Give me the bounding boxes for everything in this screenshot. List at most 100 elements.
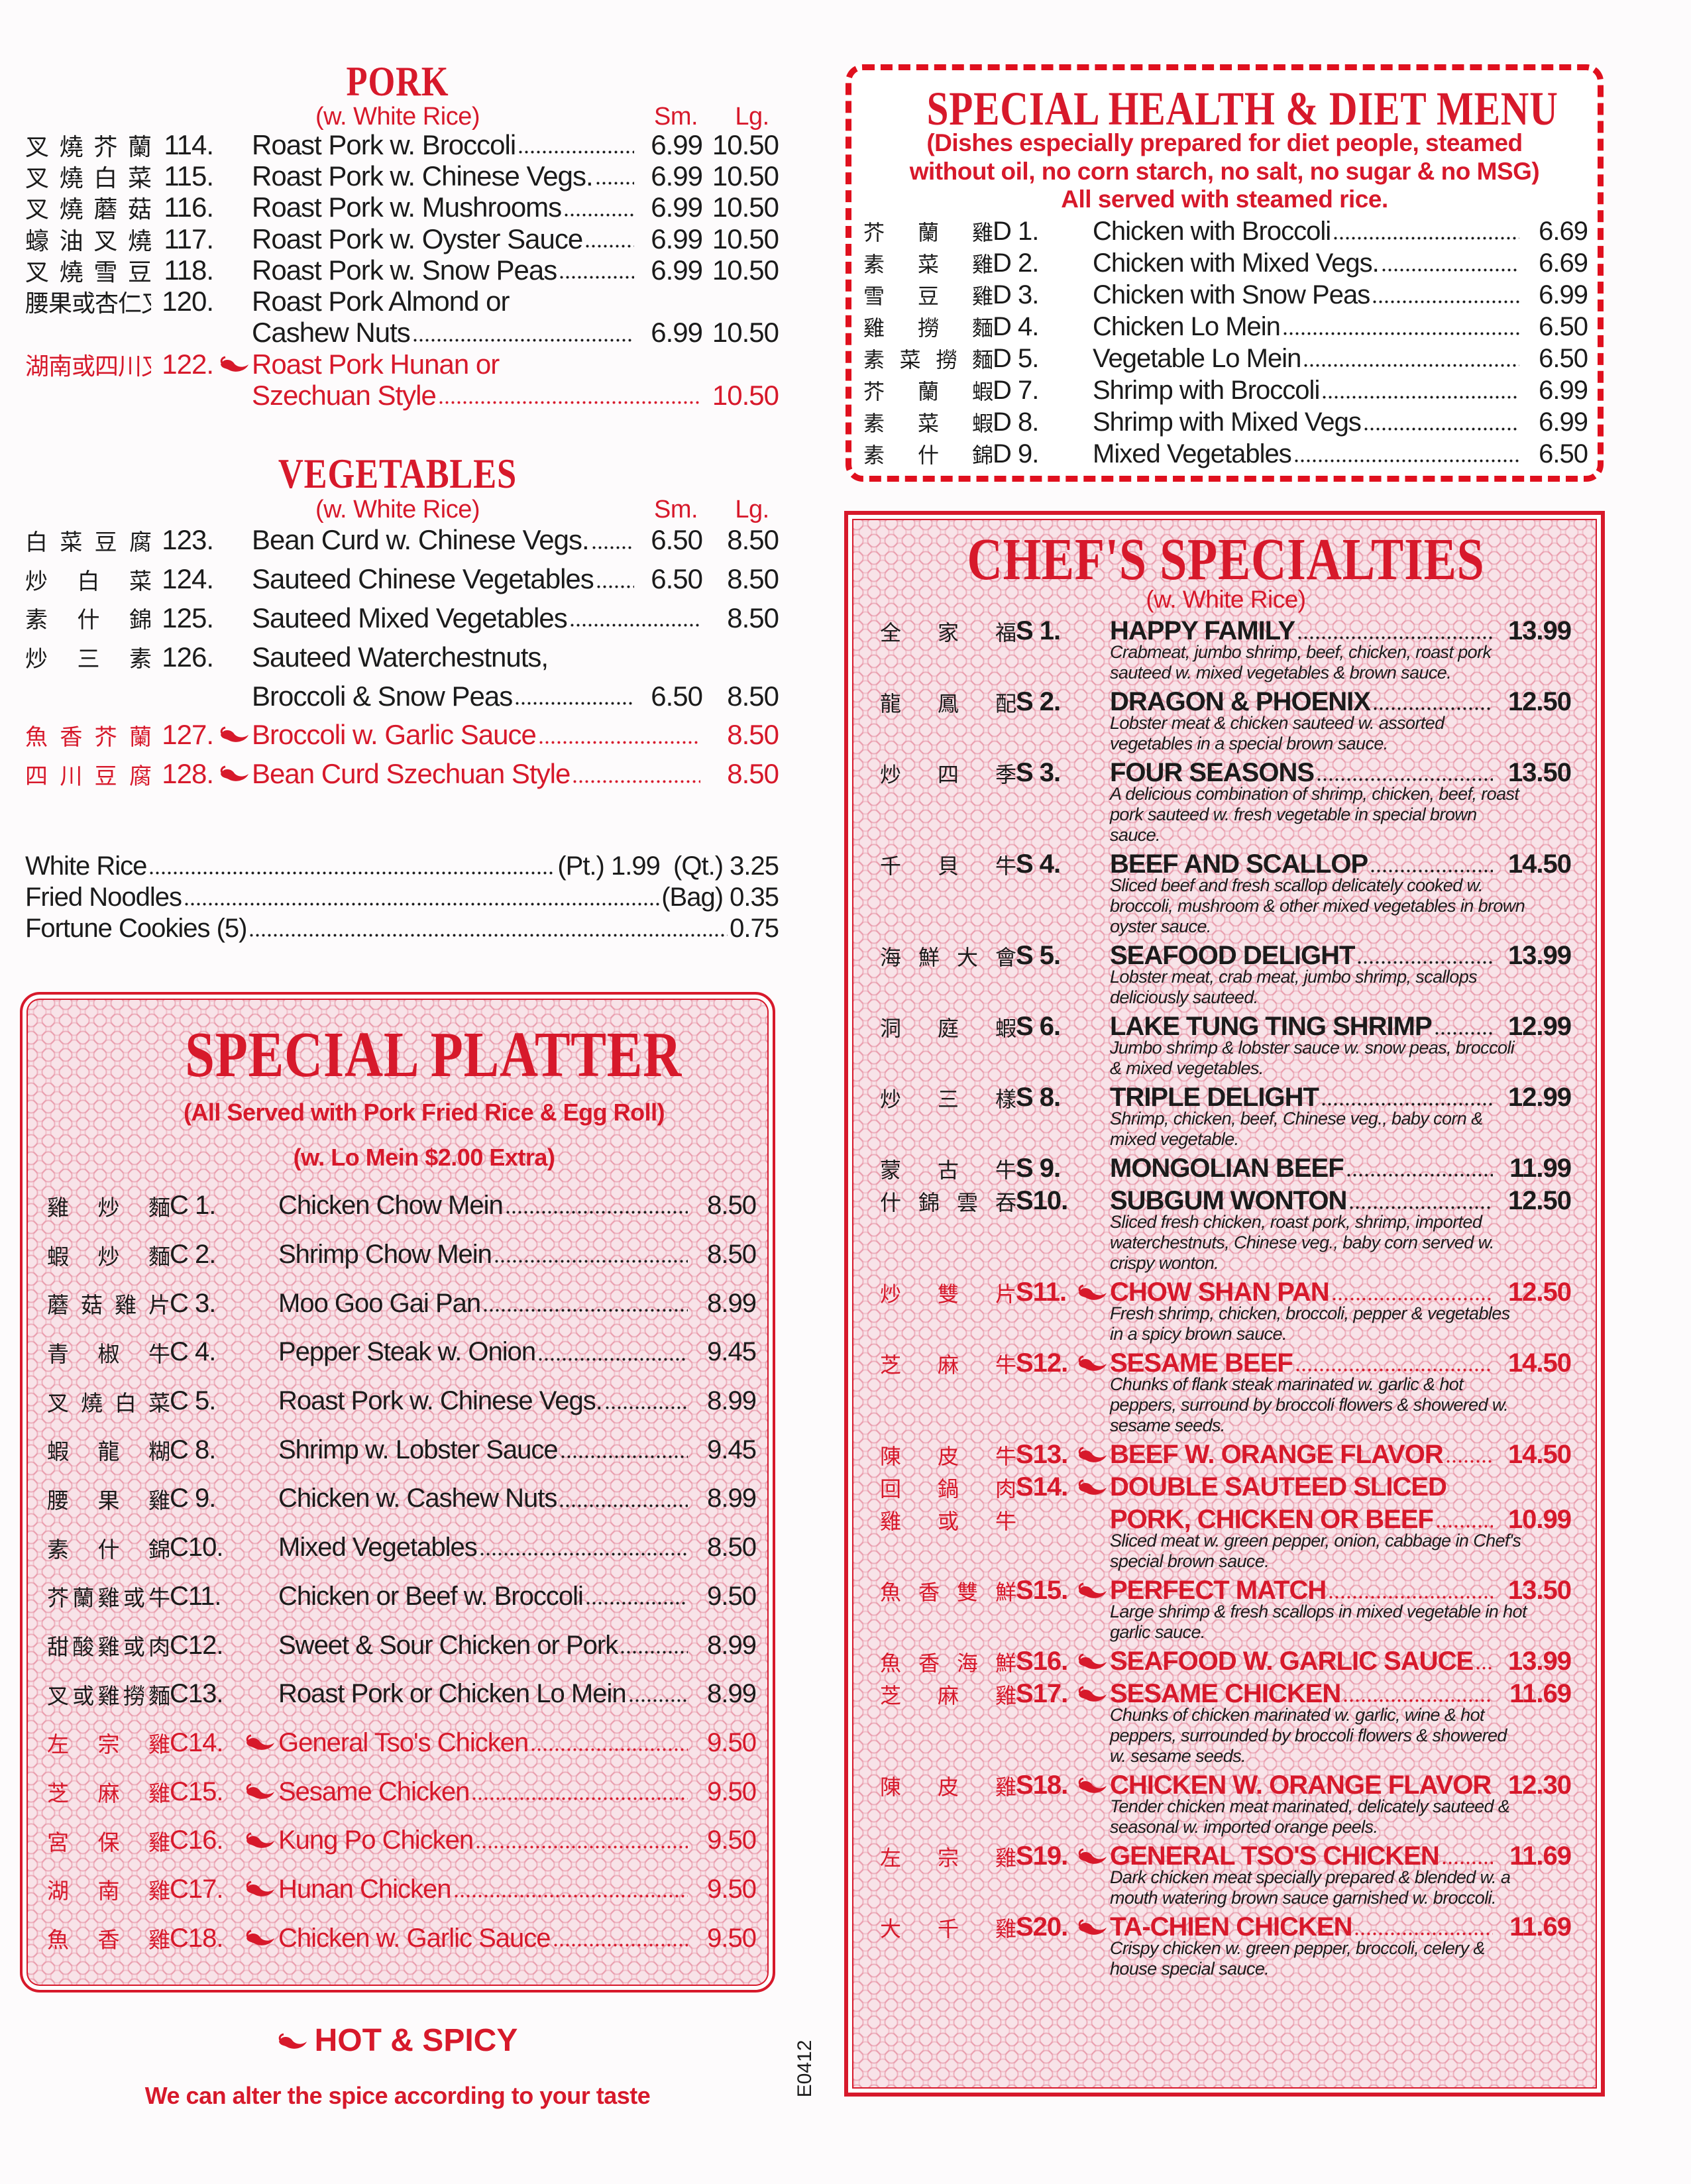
item-code: 128.	[162, 758, 214, 790]
item-name-area: Roast Pork Almond or	[252, 286, 779, 317]
dot-leader	[148, 851, 556, 881]
item-name-area: SUBGUM WONTON	[1110, 1186, 1495, 1216]
chili-pepper-icon	[217, 726, 252, 744]
menu-item: 炒雙片 S11. CHOW SHAN PAN 12.50 Fresh shrimp, c…	[880, 1276, 1572, 1344]
platter-title: SPECIAL PLATTER	[185, 1019, 682, 1091]
item-name-area: Shrimp with Broccoli	[1093, 375, 1521, 406]
item-description: Lobster meat & chicken sauteed w. assort…	[1110, 713, 1445, 753]
price-sm: 6.99	[651, 254, 703, 286]
dot-leader	[1321, 375, 1519, 406]
item-code: 114.	[164, 129, 214, 160]
menu-item: 雪豆雞 D 3. Chicken with Snow Peas 6.99	[863, 279, 1588, 311]
menu-item: 炒三素 126. Sauteed Waterchestnuts, Broccoli &…	[25, 637, 779, 716]
item-name: HAPPY FAMILY	[1110, 616, 1295, 645]
chili-pepper-icon	[1075, 1776, 1110, 1795]
chili-pepper-icon	[1075, 1582, 1110, 1600]
price-price: 14.50	[1507, 849, 1572, 879]
menu-item-line: 全家福 S 1. HAPPY FAMILY 13.99	[880, 615, 1572, 647]
chinese-name: 陳皮牛	[880, 1443, 1016, 1469]
item-code: D 2.	[993, 248, 1039, 278]
extra-item: Fried Noodles (Bag) 0.35	[25, 882, 779, 913]
price-sm: 6.99	[651, 129, 703, 160]
menu-item: 芝麻雞 S17. SESAME CHICKEN 11.69 Chunks of chic…	[880, 1678, 1572, 1767]
price-price: 12.30	[1507, 1771, 1572, 1800]
item-code: C11.	[170, 1581, 222, 1611]
item-name-area: LAKE TUNG TING SHRIMP	[1110, 1012, 1495, 1042]
item-name: Sauteed Waterchestnuts,	[252, 641, 549, 673]
chinese-name: 素什錦	[47, 1536, 170, 1562]
menu-item-line: 甜酸雞或肉 C12. Sweet & Sour Chicken or Pork 8.9…	[47, 1621, 757, 1670]
item-name-area: TRIPLE DELIGHT	[1110, 1083, 1495, 1113]
item-code: S11.	[1016, 1278, 1067, 1307]
menu-item-line: 芥蘭雞 D 1. Chicken with Broccoli 6.69	[863, 215, 1588, 247]
dot-leader	[537, 719, 700, 751]
chili-pepper-icon	[217, 355, 252, 374]
platter-subtitle-1: (All Served with Pork Fried Rice & Egg R…	[183, 1099, 665, 1126]
chef-subtitle: (w. White Rice)	[1146, 586, 1306, 613]
price-price: 8.50	[707, 1533, 757, 1562]
hot-spicy-legend: HOT & SPICY	[199, 2022, 596, 2059]
price-lg: 10.50	[712, 380, 779, 411]
chinese-name: 龍鳳配	[880, 690, 1016, 716]
menu-item: 左宗雞 C14. General Tso's Chicken 9.50	[47, 1719, 757, 1768]
chinese-name: 芥蘭蝦	[863, 379, 993, 404]
chinese-name: 魚香雞	[47, 1927, 170, 1953]
menu-item: 四川豆腐 128. Bean Curd Szechuan Style 8.50	[25, 755, 779, 794]
item-name-area: Broccoli w. Garlic Sauce	[252, 719, 702, 751]
price-lg: 10.50	[712, 223, 779, 254]
item-description: Large shrimp & fresh scallops in mixed v…	[1110, 1602, 1527, 1642]
dot-leader	[1435, 1505, 1493, 1535]
dot-leader	[584, 1581, 688, 1611]
item-code: C 8.	[170, 1435, 216, 1464]
dot-leader	[1294, 1348, 1493, 1378]
item-name: Chicken with Broccoli	[1093, 216, 1331, 246]
menu-item-line: 魚香芥蘭 127. Broccoli w. Garlic Sauce 8.50	[25, 716, 779, 755]
menu-item-line: 洞庭蝦 S 6. LAKE TUNG TING SHRIMP 12.99	[880, 1010, 1572, 1043]
item-name-area: Chicken with Broccoli	[1093, 216, 1521, 246]
item-name-area: Broccoli & Snow Peas	[252, 680, 636, 712]
dot-leader	[1433, 1012, 1493, 1042]
price-price: 9.50	[707, 1581, 757, 1611]
chinese-name: 海鮮大會	[880, 944, 1016, 970]
chinese-name: 腰果雞	[47, 1487, 170, 1513]
item-code: C 1.	[170, 1191, 216, 1221]
dot-leader	[1370, 849, 1493, 879]
menu-item: 芝麻牛 S12. SESAME BEEF 14.50 Chunks of flank s…	[880, 1347, 1572, 1436]
price-price: 12.99	[1507, 1012, 1572, 1041]
chinese-name: 魚香雙鮮	[880, 1579, 1016, 1605]
dot-leader	[1356, 941, 1493, 971]
item-name-area: DOUBLE SAUTEED SLICED	[1110, 1472, 1571, 1502]
diet-title: SPECIAL HEALTH & DIET MENU	[926, 82, 1558, 135]
dot-leader	[1293, 439, 1519, 469]
dot-leader	[559, 1435, 688, 1465]
chinese-name: 炒白菜	[25, 568, 151, 595]
dot-leader	[559, 1484, 688, 1514]
item-description: Fresh shrimp, chicken, broccoli, pepper …	[1110, 1303, 1510, 1344]
chinese-name: 大千雞	[880, 1916, 1016, 1941]
menu-item-line: 腰果或杏仁叉燒 120. Roast Pork Almond or	[25, 286, 779, 317]
chinese-name: 千貝牛	[880, 853, 1016, 879]
item-name-area: Sauteed Waterchestnuts,	[252, 641, 779, 673]
item-code: S 1.	[1016, 616, 1061, 645]
item-description: Tender chicken meat marinated, delicatel…	[1110, 1796, 1510, 1837]
menu-item-line: 叉或雞撈麵 C13. Roast Pork or Chicken Lo Mein 8.…	[47, 1670, 757, 1719]
item-code: S 8.	[1016, 1083, 1061, 1112]
item-code: D 8.	[993, 407, 1039, 437]
menu-item: 叉燒芥蘭 114. Roast Pork w. Broccoli 6.99 10.50	[25, 129, 779, 161]
menu-item-line: 叉燒芥蘭 114. Roast Pork w. Broccoli 6.99 10.50	[25, 129, 779, 161]
chef-title: CHEF'S SPECIALTIES	[967, 527, 1485, 592]
item-code: 116.	[164, 191, 214, 223]
item-name: Szechuan Style	[252, 380, 437, 411]
dot-leader	[1372, 280, 1519, 310]
menu-item: 甜酸雞或肉 C12. Sweet & Sour Chicken or Pork 8.9…	[47, 1621, 757, 1670]
item-description: Sliced fresh chicken, roast pork, shrimp…	[1110, 1212, 1495, 1273]
extra-price: (Bag) 0.35	[661, 883, 779, 912]
chili-pepper-icon	[243, 1929, 278, 1947]
menu-item-line: 素菜撈麵 D 5. Vegetable Lo Mein 6.50	[863, 343, 1588, 374]
price-sm: 6.50	[651, 563, 703, 595]
dot-leader	[563, 191, 634, 224]
item-code: S17.	[1016, 1679, 1068, 1708]
item-name: Chicken Chow Mein	[278, 1191, 504, 1221]
item-code: S 5.	[1016, 941, 1061, 970]
item-code: C 4.	[170, 1337, 216, 1367]
